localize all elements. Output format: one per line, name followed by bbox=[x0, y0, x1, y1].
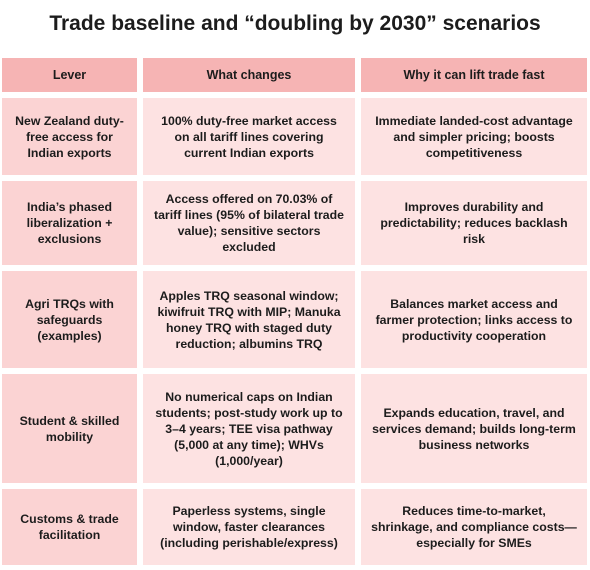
lever-cell: Student & skilled mobility bbox=[2, 374, 137, 483]
header-cell: Why it can lift trade fast bbox=[361, 58, 587, 92]
table-cell: Improves durability and predictability; … bbox=[361, 181, 587, 265]
header-cell: Lever bbox=[2, 58, 137, 92]
header-cell: What changes bbox=[143, 58, 355, 92]
table-cell: 100% duty-free market access on all tari… bbox=[143, 98, 355, 175]
table-cell: Reduces time-to-market, shrinkage, and c… bbox=[361, 489, 587, 565]
lever-cell: India’s phased liberalization + exclusio… bbox=[2, 181, 137, 265]
table-cell: Expands education, travel, and services … bbox=[361, 374, 587, 483]
table-cell: Balances market access and farmer protec… bbox=[361, 271, 587, 368]
table-cell: Access offered on 70.03% of tariff lines… bbox=[143, 181, 355, 265]
lever-cell: Agri TRQs with safeguards (examples) bbox=[2, 271, 137, 368]
table-cell: Paperless systems, single window, faster… bbox=[143, 489, 355, 565]
title: Trade baseline and “doubling by 2030” sc… bbox=[49, 12, 541, 35]
table-cell: No numerical caps on Indian students; po… bbox=[143, 374, 355, 483]
table-cell: Apples TRQ seasonal window; kiwifruit TR… bbox=[143, 271, 355, 368]
table-cell: Immediate landed-cost advantage and simp… bbox=[361, 98, 587, 175]
table: Lever What changes Why it can lift trade f… bbox=[2, 58, 587, 565]
lever-cell: Customs & trade facilitation bbox=[2, 489, 137, 565]
lever-cell: New Zealand duty-free access for Indian … bbox=[2, 98, 137, 175]
